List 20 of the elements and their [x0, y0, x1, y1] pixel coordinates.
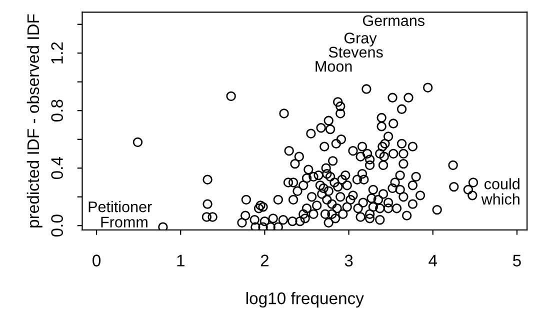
annotation: Gray: [344, 32, 377, 46]
x-tick-label: 1: [177, 254, 184, 266]
x-axis-title: log10 frequency: [246, 292, 364, 308]
y-tick-label: 1.2: [51, 42, 63, 64]
annotation: Germans: [362, 15, 424, 26]
annotation: Petitioner: [88, 201, 152, 212]
x-tick-label: 3: [344, 254, 353, 266]
annotation: could: [484, 178, 520, 190]
annotation: Fromm: [101, 216, 148, 228]
y-tick-label: 0.8: [51, 100, 63, 122]
x-tick-label: 5: [513, 254, 521, 266]
annotation: Moon: [316, 61, 352, 72]
x-tick-label: 0: [92, 254, 101, 266]
annotation: Stevens: [328, 46, 383, 58]
x-tick-label: 2: [260, 254, 269, 266]
y-tick-label: 0.0: [51, 214, 63, 237]
annotation: which: [481, 193, 520, 205]
y-axis-title: predicted IDF - observed IDF: [26, 14, 42, 228]
y-tick-label: 0.4: [51, 157, 63, 180]
x-tick-label: 4: [428, 254, 438, 266]
